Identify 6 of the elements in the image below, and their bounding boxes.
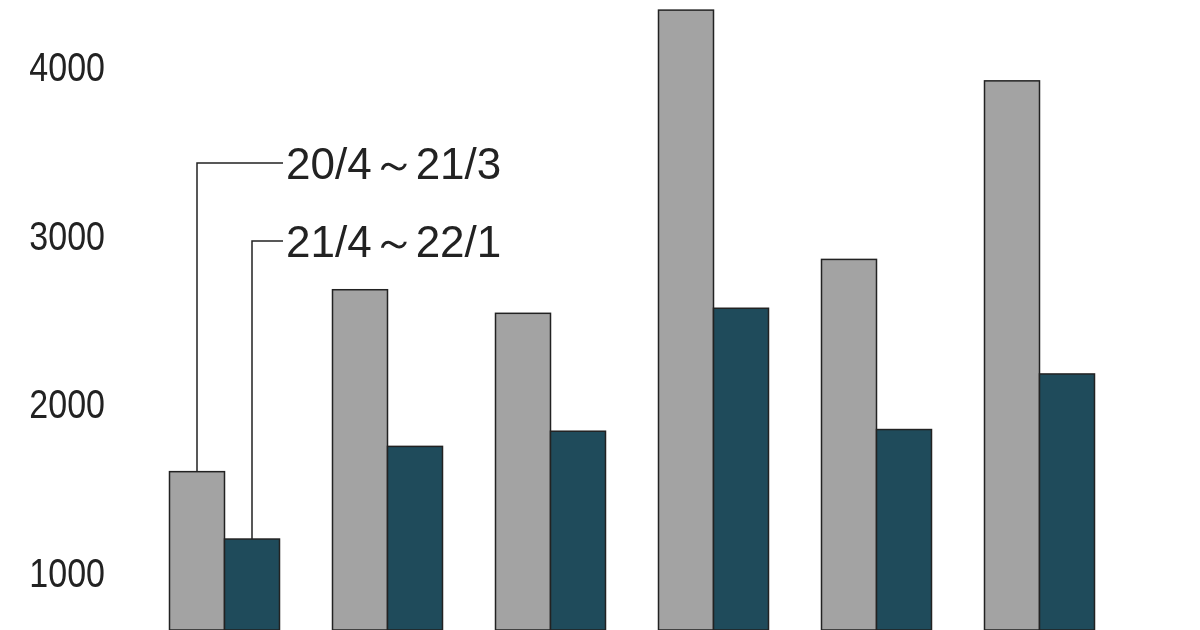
text: 21/4～22/1 [286, 216, 502, 266]
text: 20/4～21/3 [286, 138, 502, 188]
y-tick-label: 2000 [29, 381, 105, 427]
y-tick-label: 1000 [29, 550, 105, 596]
y-tick-label: 4000 [29, 44, 105, 91]
y-tick-label: 3000 [29, 213, 105, 259]
